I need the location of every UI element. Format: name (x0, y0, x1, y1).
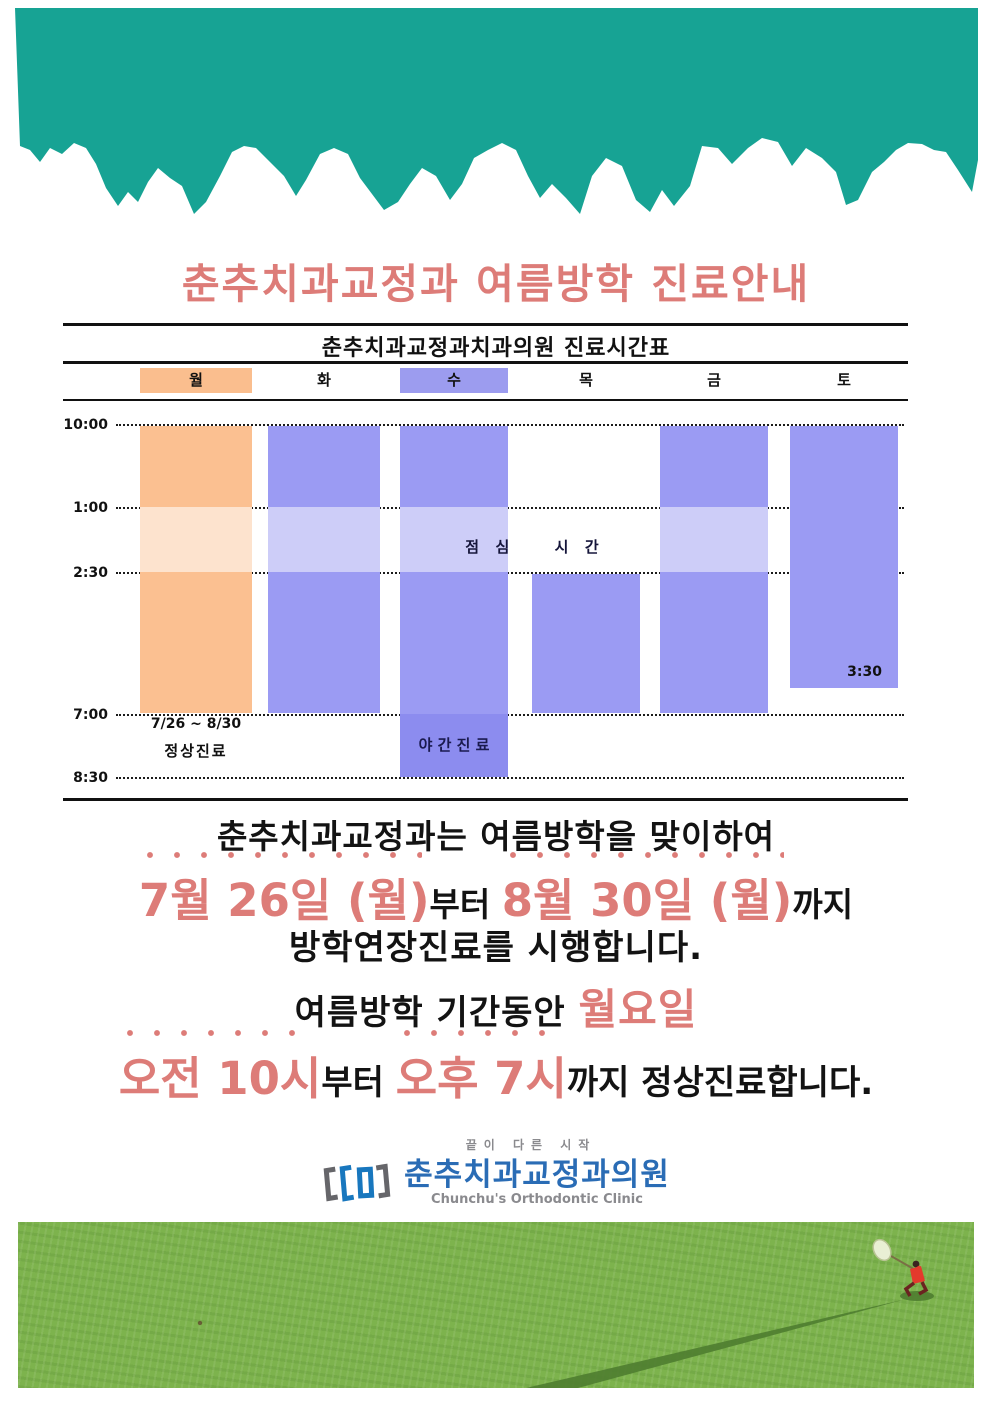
day-header-thursday: 목 (579, 371, 593, 389)
night-care-label: 야 간 진 료 (418, 736, 490, 754)
butterfly-catcher-scene (197, 1238, 934, 1388)
monday-normal-care-note: 정상진료 (164, 742, 228, 760)
lunch-time-label: 점 심 시 간 (465, 538, 601, 556)
bar-friday-afternoon (660, 572, 768, 713)
butterfly-catcher-figure (872, 1238, 929, 1297)
gridline-1-00 (116, 507, 904, 509)
distant-figure (197, 1320, 203, 1326)
monday-emphasis: 월요일 (578, 985, 698, 1034)
line4-prefix: 여름방학 기간동안 (294, 993, 579, 1033)
date-end-emphasis: 8월 30일 (월) (502, 850, 792, 929)
grass-field-image (18, 1222, 974, 1388)
clinic-name-english: Chunchu's Orthodontic Clinic (431, 1191, 643, 1207)
bar-tuesday-afternoon (268, 572, 380, 713)
torn-paper-decoration (15, 8, 978, 214)
bar-wednesday-lunch (400, 507, 508, 572)
close-time-emphasis: 오후 7시 (396, 1028, 567, 1107)
announcement-line1: 춘추치과교정과는 여름방학을 맞이하여 (216, 817, 776, 856)
bar-monday-morning (140, 426, 252, 507)
clinic-name: 춘추치과교정과의원 (404, 1157, 670, 1193)
bar-monday-lunch (140, 507, 252, 572)
time-label-2-30: 2:30 (73, 565, 108, 581)
bar-saturday: 3:30 (790, 426, 898, 688)
figure-shadow (526, 1292, 932, 1388)
announcement-line2: 7월 26일 (월)부터 8월 30일 (월)까지 (0, 850, 992, 929)
day-header-saturday: 토 (837, 371, 851, 389)
divider-bottom (63, 798, 908, 801)
bar-monday-afternoon (140, 572, 252, 713)
gridline-7-00 (116, 714, 904, 716)
day-header-friday: 금 (707, 371, 721, 389)
bar-wednesday-night: 야 간 진 료 (400, 714, 508, 777)
saturday-end-time-label: 3:30 (847, 664, 882, 680)
clinic-logo-mark-icon (323, 1163, 391, 1202)
time-label-1-00: 1:00 (73, 500, 108, 516)
schedule-title: 춘추치과교정과치과의원 진료시간표 (321, 336, 671, 361)
bar-wednesday-morning (400, 426, 508, 507)
bar-friday-morning (660, 426, 768, 507)
announcement-line5: 오전 10시부터 오후 7시까지 정상진료합니다. (0, 1028, 992, 1107)
day-header-wednesday: 수 (400, 368, 508, 393)
gridline-8-30 (116, 777, 904, 779)
time-label-8-30: 8:30 (73, 770, 108, 786)
monday-period-note: 7/26 ~ 8/30 (150, 716, 242, 732)
bar-friday-lunch (660, 507, 768, 572)
gridline-10-00 (116, 424, 904, 426)
line5-suffix: 까지 정상진료합니다. (566, 1063, 874, 1103)
date-start-emphasis: 7월 26일 (월) (139, 850, 430, 929)
bar-wednesday-afternoon (400, 572, 508, 714)
bar-thursday-afternoon (532, 574, 640, 713)
line2-suffix: 까지 (792, 885, 854, 924)
bar-tuesday-morning (268, 426, 380, 507)
open-time-emphasis: 오전 10시 (119, 1028, 321, 1107)
divider-under-title (63, 361, 908, 364)
bar-tuesday-lunch (268, 507, 380, 572)
gridline-2-30 (116, 572, 904, 574)
announcement-line4: 여름방학 기간동안 월요일 (0, 976, 992, 1037)
line2-connector: 부터 (429, 885, 502, 924)
clinic-logo: 끝이 다른 시작 춘추치과교정과의원 Chunchu's Orthodontic… (0, 1136, 992, 1207)
announcement-line3: 방학연장진료를 시행합니다. (288, 928, 704, 968)
logo-tagline: 끝이 다른 시작 (465, 1138, 597, 1152)
day-header-tuesday: 화 (317, 371, 331, 389)
day-header-monday: 월 (140, 368, 252, 393)
time-label-10-00: 10:00 (63, 417, 108, 433)
line5-connector: 부터 (321, 1063, 396, 1103)
time-label-7-00: 7:00 (73, 707, 108, 723)
divider-top (63, 323, 908, 326)
divider-under-days (63, 399, 908, 401)
page-title: 춘추치과교정과 여름방학 진료안내 (181, 260, 811, 308)
